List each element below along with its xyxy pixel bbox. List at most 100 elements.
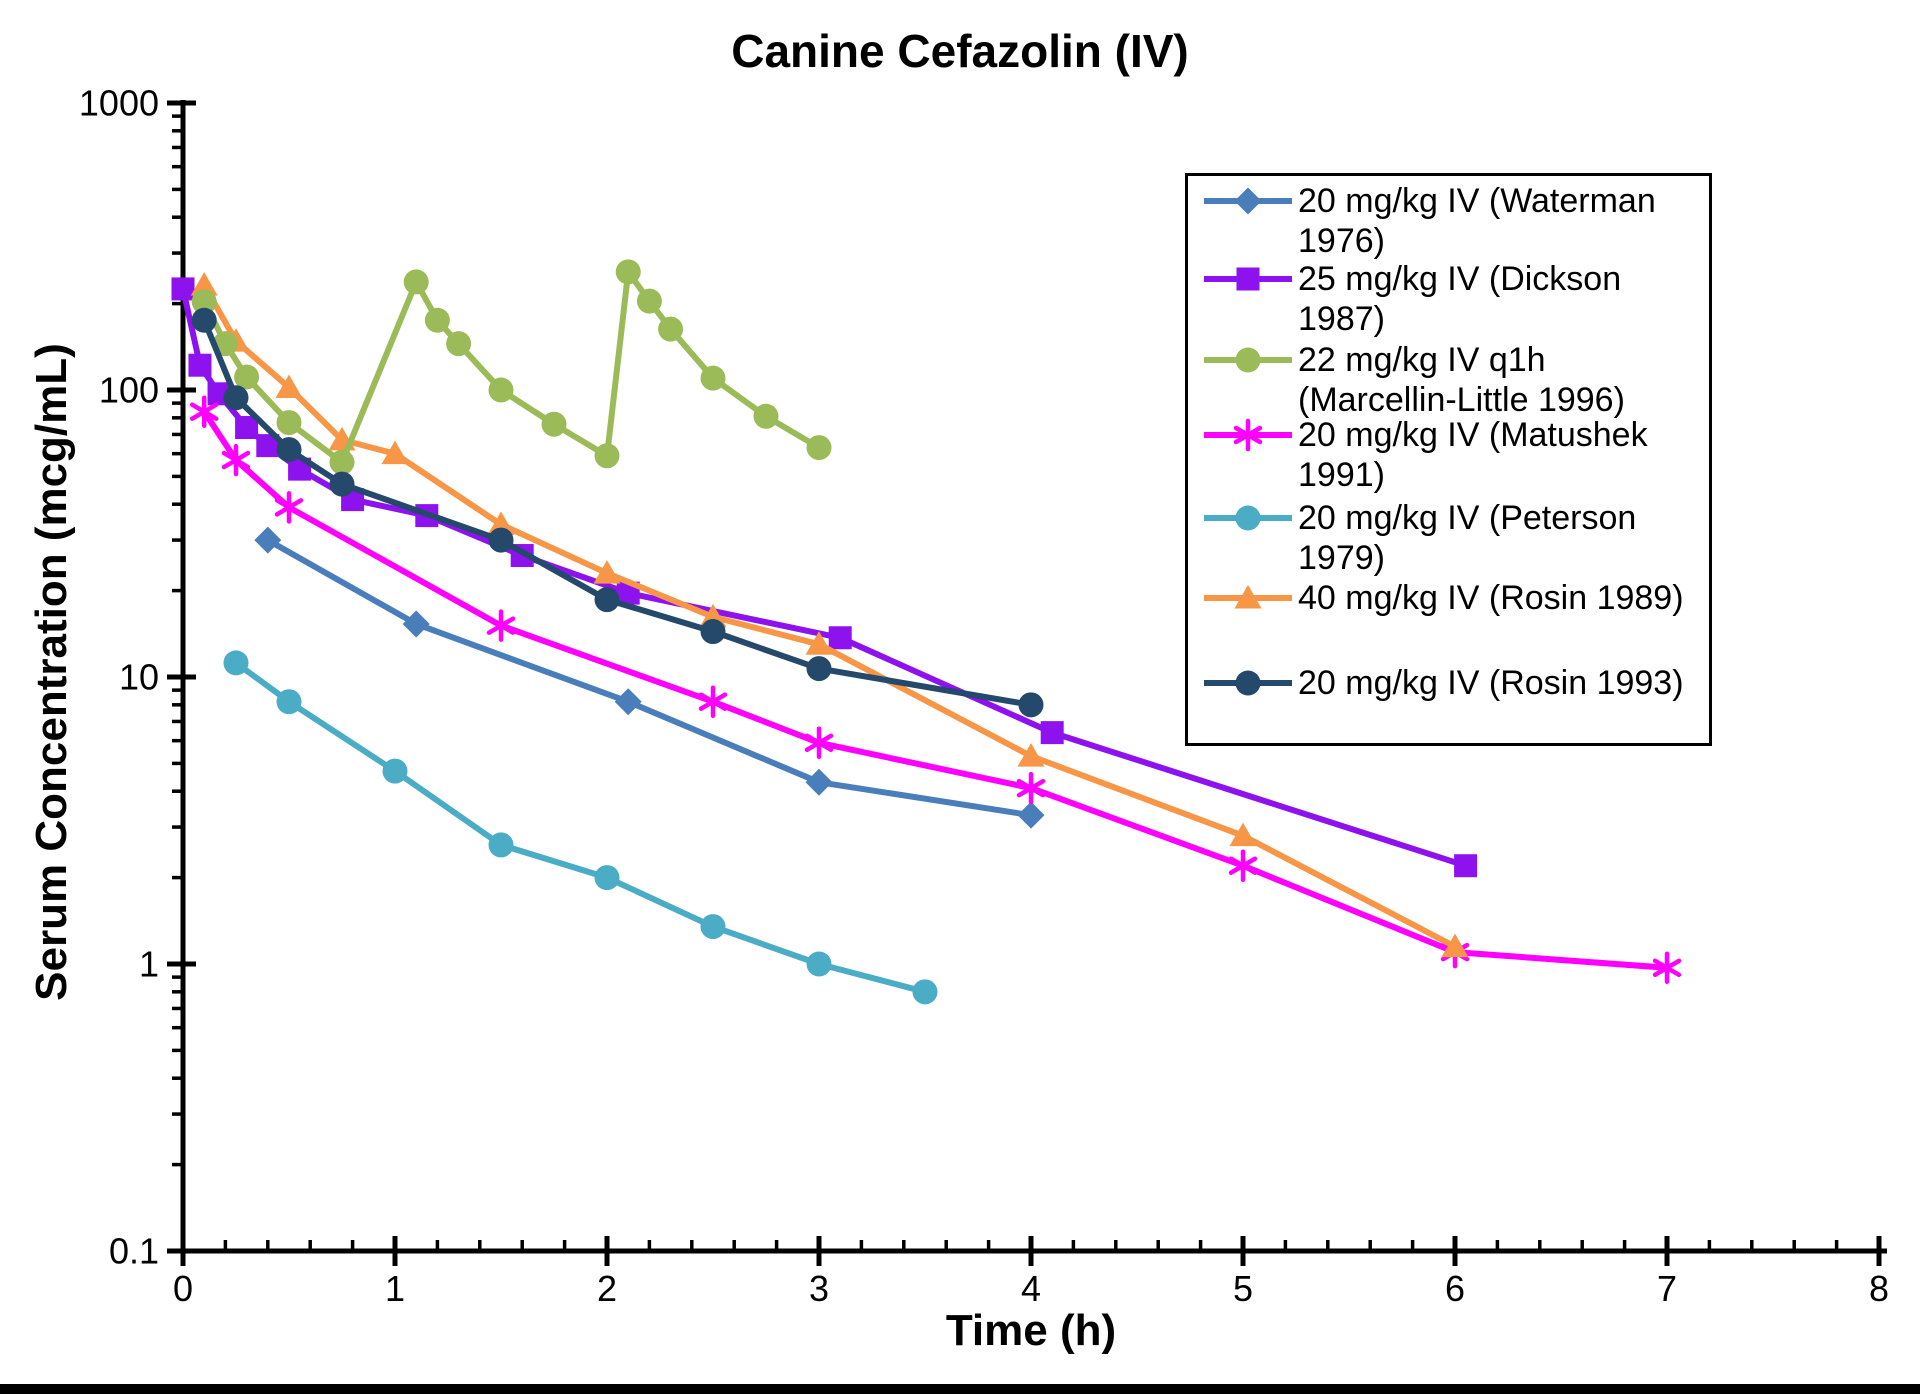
data-point-marker: [275, 374, 303, 399]
legend-entry-4: 20 mg/kg IV (Peterson 1979): [1202, 498, 1702, 578]
legend-label-2: 22 mg/kg IV q1h (Marcellin-Little 1996): [1298, 341, 1625, 419]
legend-entry-5: 40 mg/kg IV (Rosin 1989): [1202, 578, 1702, 618]
data-point-marker: [1229, 822, 1257, 847]
series-line: [233, 659, 928, 995]
data-point-marker: [446, 331, 472, 357]
data-point-marker: [614, 688, 642, 716]
data-point-marker: [700, 619, 726, 645]
data-point-marker: [698, 685, 728, 718]
data-point-marker: [804, 726, 834, 760]
data-point-marker: [189, 395, 219, 428]
data-point-marker: [1228, 849, 1258, 882]
legend-entry-3: 20 mg/kg IV (Matushek 1991): [1202, 415, 1702, 495]
data-point-marker: [806, 435, 832, 461]
y-tick-label: 0.1: [109, 1231, 159, 1272]
series-3: [189, 395, 1682, 985]
data-point-marker: [1235, 670, 1261, 696]
data-point-marker: [234, 364, 260, 390]
data-point-marker: [223, 385, 249, 411]
x-tick-label: 0: [173, 1268, 193, 1309]
data-point-marker: [381, 440, 409, 465]
data-point-marker: [171, 277, 195, 301]
data-point-marker: [1441, 933, 1469, 958]
x-axis-title: Time (h): [945, 1306, 1117, 1355]
x-tick-label: 5: [1233, 1268, 1253, 1309]
data-point-marker: [806, 656, 832, 682]
legend-label-4: 20 mg/kg IV (Peterson 1979): [1298, 499, 1637, 577]
legend-label-0: 20 mg/kg IV (Waterman 1976): [1298, 182, 1656, 260]
data-point-marker: [329, 471, 355, 497]
data-point-marker: [1454, 854, 1478, 878]
legend-label-5: 40 mg/kg IV (Rosin 1989): [1298, 579, 1684, 617]
legend-label-3: 20 mg/kg IV (Matushek 1991): [1298, 416, 1648, 494]
x-tick-label: 8: [1869, 1268, 1889, 1309]
data-point-marker: [636, 288, 662, 314]
y-tick-label: 100: [99, 370, 159, 411]
x-tick-label: 7: [1657, 1268, 1677, 1309]
circle-legend-marker-icon: [1204, 347, 1292, 373]
x-tick-label: 3: [809, 1268, 829, 1309]
x-tick-label: 4: [1021, 1268, 1041, 1309]
series-line: [201, 282, 1458, 950]
data-point-marker: [1016, 771, 1046, 805]
data-point-marker: [191, 289, 217, 315]
x-tick-label: 2: [597, 1268, 617, 1309]
data-point-marker: [615, 259, 641, 285]
data-point-marker: [594, 587, 620, 613]
legend-box: 20 mg/kg IV (Waterman 1976) 25 mg/kg IV (…: [1185, 173, 1712, 746]
x-tick-label: 1: [385, 1268, 405, 1309]
data-point-marker: [276, 410, 302, 436]
data-point-marker: [805, 768, 833, 796]
data-point-marker: [221, 443, 251, 477]
series-line: [201, 408, 1670, 971]
data-point-marker: [594, 865, 620, 891]
legend-entry-6: 20 mg/kg IV (Rosin 1993): [1202, 663, 1702, 703]
data-point-marker: [235, 416, 259, 440]
data-point-marker: [828, 626, 852, 650]
legend-entry-0: 20 mg/kg IV (Waterman 1976): [1202, 181, 1702, 261]
triangle-legend-marker-icon: [1204, 585, 1292, 609]
data-point-marker: [594, 443, 620, 469]
legend-entry-2: 22 mg/kg IV q1h (Marcellin-Little 1996): [1202, 340, 1702, 420]
data-point-marker: [1018, 692, 1044, 718]
data-point-marker: [223, 650, 249, 676]
series-4: [223, 650, 938, 1005]
data-point-marker: [256, 434, 280, 458]
y-tick-label: 1: [139, 944, 159, 985]
data-point-marker: [488, 377, 514, 403]
data-point-marker: [1235, 505, 1261, 531]
data-point-marker: [487, 511, 515, 535]
data-point-marker: [805, 631, 833, 655]
data-point-marker: [276, 689, 302, 715]
data-point-marker: [700, 914, 726, 940]
data-point-marker: [403, 269, 429, 295]
legend-label-6: 20 mg/kg IV (Rosin 1993): [1298, 664, 1684, 702]
data-point-marker: [1040, 721, 1064, 745]
square-legend-marker-icon: [1204, 267, 1292, 291]
data-point-marker: [593, 560, 621, 584]
data-point-marker: [1234, 187, 1262, 215]
data-point-marker: [190, 272, 218, 296]
data-point-marker: [1017, 743, 1045, 767]
series-1: [171, 277, 1478, 878]
legend-label-1: 25 mg/kg IV (Dickson 1987): [1298, 260, 1622, 338]
data-point-marker: [329, 449, 355, 475]
asterisk-legend-marker-icon: [1204, 418, 1292, 452]
series-line: [201, 268, 822, 466]
data-point-marker: [382, 758, 408, 784]
data-point-marker: [806, 951, 832, 977]
data-point-marker: [1233, 418, 1263, 452]
data-point-marker: [488, 832, 514, 858]
data-point-marker: [1236, 267, 1260, 291]
circle-legend-marker-icon: [1204, 670, 1292, 696]
bottom-black-bar: [0, 1384, 1920, 1394]
diamond-legend-marker-icon: [1204, 187, 1292, 215]
data-point-marker: [424, 307, 450, 333]
series-2: [191, 259, 832, 475]
chart-title: Canine Cefazolin (IV): [731, 25, 1189, 77]
data-point-marker: [1234, 585, 1262, 609]
data-point-marker: [541, 411, 567, 437]
data-point-marker: [1017, 801, 1045, 829]
